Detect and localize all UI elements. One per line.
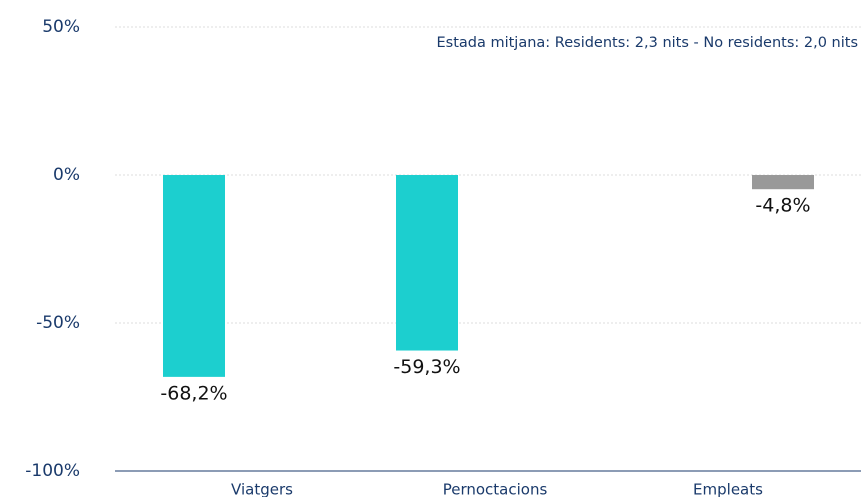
x-tick-label: Empleats bbox=[693, 481, 763, 498]
x-tick-label: Viatgers bbox=[231, 481, 293, 498]
bar bbox=[396, 175, 458, 351]
value-label: -68,2% bbox=[160, 382, 227, 404]
y-tick-label: -100% bbox=[25, 461, 80, 481]
annotation: Estada mitjana: Residents: 2,3 nits - No… bbox=[436, 35, 858, 51]
value-label: -59,3% bbox=[393, 356, 460, 378]
x-tick-label: Pernoctacions bbox=[443, 481, 548, 498]
y-tick-label: 50% bbox=[42, 17, 80, 37]
bar bbox=[163, 175, 225, 377]
bar bbox=[752, 175, 814, 190]
value-label: -4,8% bbox=[755, 195, 810, 217]
y-tick-label: 0% bbox=[53, 165, 80, 185]
y-tick-label: -50% bbox=[36, 313, 80, 333]
